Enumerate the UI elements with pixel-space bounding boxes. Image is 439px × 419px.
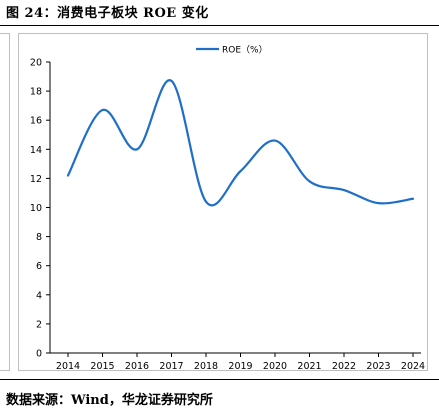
x-tick-label: 2018 (194, 361, 218, 372)
series-line-roe (66, 79, 415, 207)
x-tick-label: 2021 (297, 361, 321, 372)
y-tick-label: 18 (30, 87, 42, 98)
x-tick-label: 2019 (228, 361, 252, 372)
x-tick-label: 2022 (332, 361, 356, 372)
y-tick-label: 0 (36, 349, 42, 360)
x-tick-label: 2024 (401, 361, 425, 372)
series-layer (66, 79, 415, 207)
x-tick-label: 2020 (263, 361, 287, 372)
y-tick-label: 2 (36, 319, 42, 330)
top-rule (0, 25, 439, 26)
source-note: 数据来源：Wind，华龙证券研究所 (6, 393, 213, 408)
bottom-rule (0, 379, 439, 380)
y-tick-label: 14 (30, 145, 42, 156)
y-axis: 0 2 4 6 8 10 12 14 16 18 20 (30, 58, 51, 360)
y-tick-label: 10 (30, 203, 42, 214)
legend-label: ROE（%） (222, 45, 268, 56)
x-tick-label: 2015 (90, 361, 114, 372)
y-tick-label: 20 (30, 58, 42, 69)
y-tick-label: 16 (30, 116, 42, 127)
figure-title: 图 24：消费电子板块 ROE 变化 (6, 6, 209, 21)
legend: ROE（%） (196, 45, 268, 56)
x-tick-label: 2016 (125, 361, 149, 372)
y-tick-label: 8 (36, 232, 42, 243)
adjacent-chart-frame-edge (0, 33, 10, 371)
x-tick-label: 2023 (366, 361, 390, 372)
y-tick-label: 4 (36, 290, 42, 301)
x-tick-label: 2014 (56, 361, 80, 372)
y-tick-label: 12 (30, 174, 42, 185)
x-tick-label: 2017 (159, 361, 183, 372)
y-tick-label: 6 (36, 261, 42, 272)
x-axis: 2014 2015 2016 2017 2018 2019 2020 2021 2022 2023… (50, 352, 425, 372)
chart-frame (18, 33, 428, 371)
